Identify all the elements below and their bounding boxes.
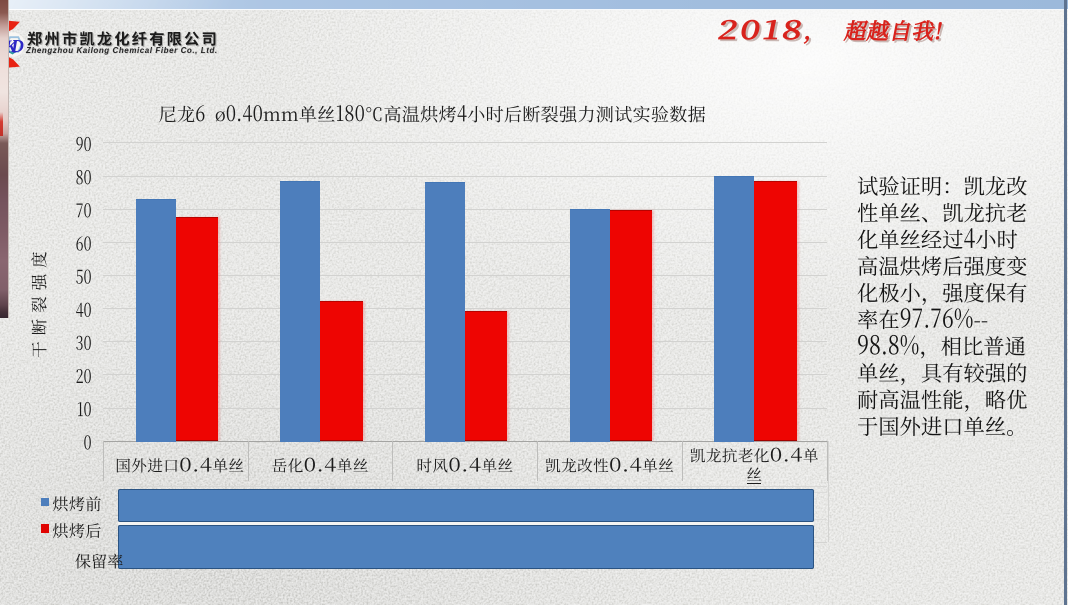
svg-text:D: D <box>10 36 24 56</box>
